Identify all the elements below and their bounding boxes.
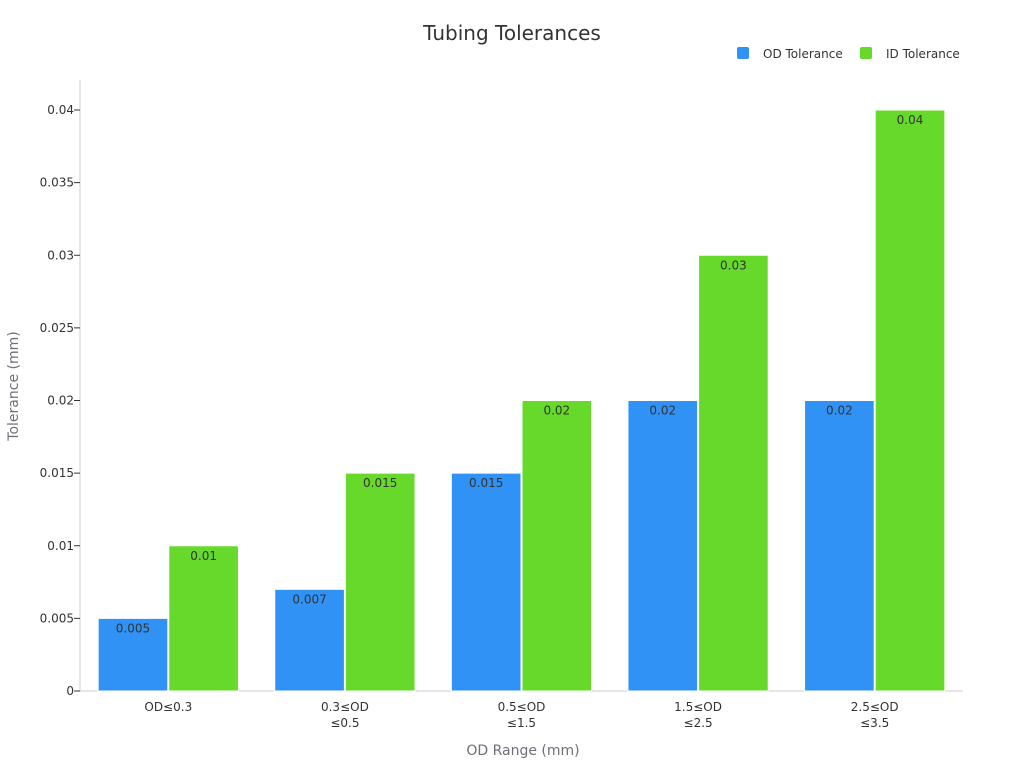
x-tick-label-line: 0.3≤OD: [321, 700, 369, 714]
legend-swatch: [860, 47, 872, 59]
y-axis: 0 0.005 0.01 0.015 0.02 0.025 0.03 0.035 0.04: [40, 80, 81, 698]
bar-id-tolerance: [521, 400, 593, 692]
legend-label: ID Tolerance: [886, 47, 960, 61]
x-axis: OD≤0.3 0.3≤OD ≤0.5 0.5≤OD ≤1.5 1.5≤OD ≤2.5 2.5≤…: [80, 690, 963, 730]
legend-swatch: [737, 47, 749, 59]
bars: [97, 109, 946, 692]
x-tick-label-line: 2.5≤OD: [851, 700, 899, 714]
y-tick-label: 0.025: [40, 321, 74, 335]
x-tick-label: 0.3≤OD ≤0.5: [321, 700, 369, 730]
data-label: 0.02: [826, 404, 853, 418]
legend-label: OD Tolerance: [763, 47, 843, 61]
bar-id-tolerance: [168, 545, 239, 692]
data-label: 0.02: [649, 404, 676, 418]
legend: OD Tolerance ID Tolerance: [737, 47, 960, 61]
x-axis-title: OD Range (mm): [466, 743, 579, 759]
bar-od-tolerance: [274, 588, 345, 692]
x-tick-label: 0.5≤OD ≤1.5: [498, 700, 546, 730]
y-tick-label: 0.04: [47, 103, 74, 117]
data-label: 0.015: [363, 476, 397, 490]
x-tick-label: 2.5≤OD ≤3.5: [851, 700, 899, 730]
y-axis-title: Tolerance (mm): [6, 331, 22, 441]
data-label: 0.01: [190, 549, 217, 563]
bar-id-tolerance: [874, 109, 946, 692]
y-tick-label: 0: [66, 684, 74, 698]
x-tick-label-line: ≤0.5: [330, 716, 359, 730]
x-tick-label-line: 0.5≤OD: [498, 700, 546, 714]
x-tick-label-line: ≤2.5: [684, 716, 713, 730]
bar-od-tolerance: [804, 400, 875, 692]
bar-id-tolerance: [344, 472, 416, 692]
y-tick-label: 0.03: [47, 248, 74, 262]
y-tick-label: 0.035: [40, 176, 74, 190]
bar-id-tolerance: [698, 254, 769, 692]
data-label: 0.02: [543, 404, 570, 418]
data-label: 0.015: [469, 476, 503, 490]
data-label: 0.04: [897, 113, 924, 127]
data-label: 0.03: [720, 258, 747, 272]
y-tick-label: 0.005: [40, 611, 74, 625]
x-tick-label-line: 1.5≤OD: [674, 700, 722, 714]
y-tick-label: 0.01: [47, 539, 74, 553]
bar-od-tolerance: [627, 400, 699, 692]
bar-od-tolerance: [450, 472, 522, 692]
x-tick-label: 1.5≤OD ≤2.5: [674, 700, 722, 730]
bar-od-tolerance: [97, 617, 169, 692]
x-tick-label-line: OD≤0.3: [144, 700, 192, 714]
x-tick-label-line: ≤1.5: [507, 716, 536, 730]
data-labels: 0.005 0.01 0.007 0.015 0.015 0.02 0.02 0.03 0.02…: [116, 113, 924, 635]
data-label: 0.005: [116, 621, 150, 635]
y-tick-label: 0.015: [40, 466, 74, 480]
chart-title: Tubing Tolerances: [422, 21, 601, 45]
data-label: 0.007: [292, 592, 326, 606]
x-tick-label-line: ≤3.5: [860, 716, 889, 730]
y-tick-label: 0.02: [47, 394, 74, 408]
x-tick-label: OD≤0.3: [144, 700, 192, 714]
